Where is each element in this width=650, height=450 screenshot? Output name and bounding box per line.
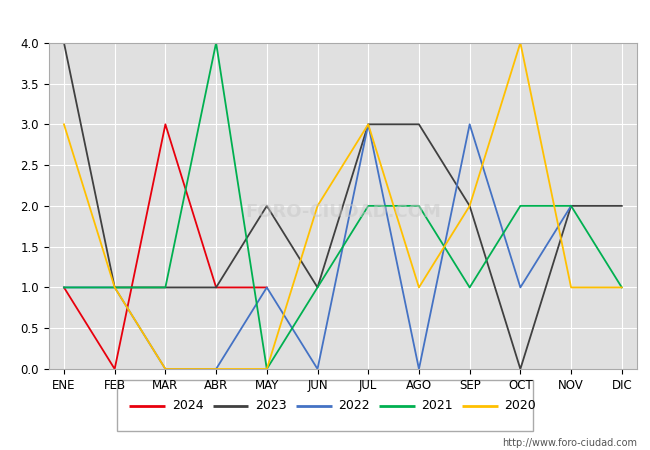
- Text: 2022: 2022: [338, 399, 370, 412]
- Text: 2023: 2023: [255, 399, 287, 412]
- Text: 2020: 2020: [504, 399, 536, 412]
- Text: 2024: 2024: [172, 399, 203, 412]
- FancyBboxPatch shape: [117, 380, 533, 432]
- Text: http://www.foro-ciudad.com: http://www.foro-ciudad.com: [502, 438, 637, 448]
- Text: FORO-CIUDAD.COM: FORO-CIUDAD.COM: [245, 203, 441, 221]
- Text: 2021: 2021: [421, 399, 453, 412]
- Text: Matriculaciones de Vehiculos en Agullana: Matriculaciones de Vehiculos en Agullana: [115, 11, 535, 29]
